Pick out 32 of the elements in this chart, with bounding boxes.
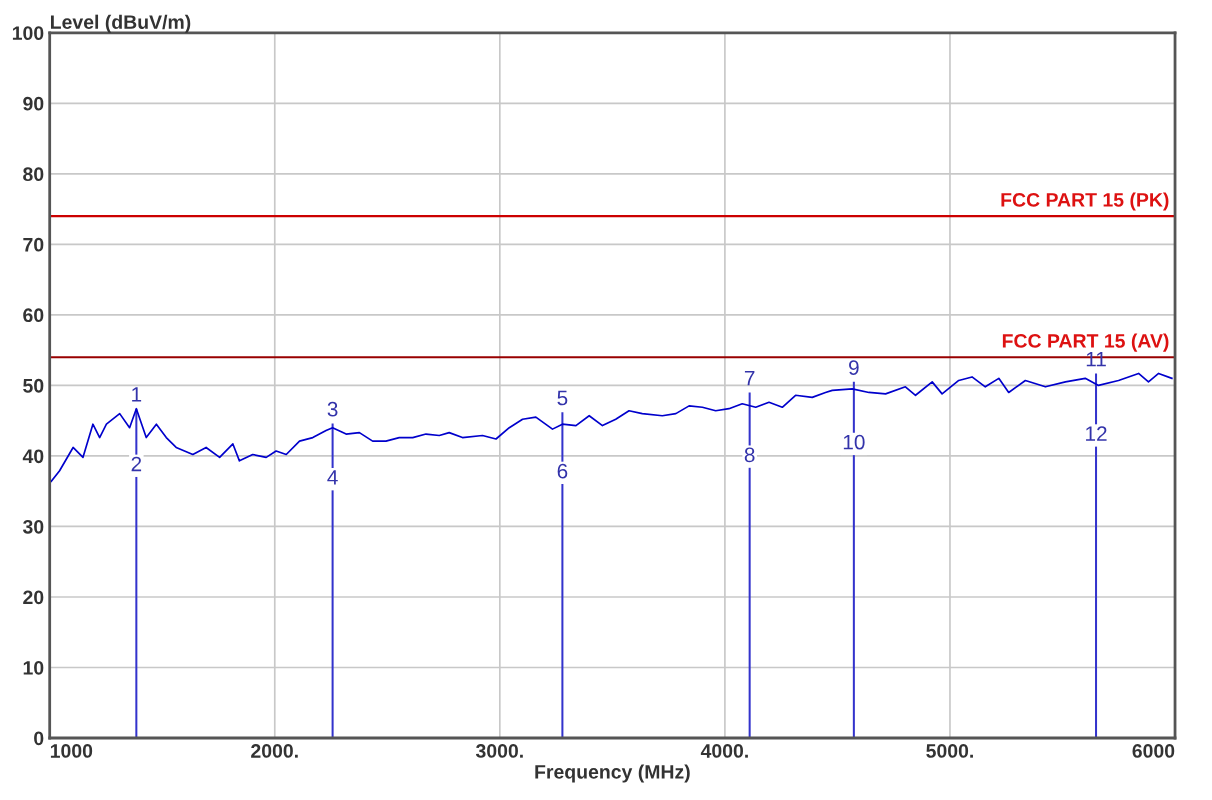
x-tick-label: 4000. xyxy=(700,744,748,758)
annotation: 5 xyxy=(557,390,568,406)
y-axis-title: Level (dBuV/m) xyxy=(50,14,191,33)
y-tick-label: 0 xyxy=(34,731,44,746)
x-axis-title: Frequency (MHz) xyxy=(535,764,690,783)
annotation: 9 xyxy=(849,360,859,375)
x-tick-label: 2000. xyxy=(251,744,298,758)
y-tick-label: 70 xyxy=(23,237,44,252)
annotation: 12 xyxy=(1086,426,1107,441)
ref-line-label: FCC PART 15 (PK) xyxy=(1001,192,1169,211)
y-tick-label: 40 xyxy=(22,449,44,464)
y-tick-label: 80 xyxy=(23,167,44,182)
annotation: 4 xyxy=(327,470,338,485)
x-tick-label: 5000. xyxy=(926,744,973,758)
y-tick-label: 30 xyxy=(22,519,44,534)
annotation: 10 xyxy=(843,434,865,450)
annotation: 2 xyxy=(131,456,142,472)
annotation: 7 xyxy=(744,371,755,386)
y-tick-label: 20 xyxy=(23,590,44,605)
y-tick-label: 10 xyxy=(23,660,44,675)
ref-line-label: FCC PART 15 (AV) xyxy=(1002,333,1169,352)
annotation: 1 xyxy=(132,387,142,402)
x-tick-label: 1000 xyxy=(50,744,93,758)
annotation: 6 xyxy=(557,463,568,479)
y-tick-label: 90 xyxy=(23,96,44,111)
annotation: 8 xyxy=(744,447,755,463)
x-tick-label: 6000 xyxy=(1132,744,1175,758)
y-tick-label: 60 xyxy=(23,308,44,323)
annotation: 3 xyxy=(327,401,338,417)
x-tick-label: 3000. xyxy=(475,744,523,758)
y-tick-label: 50 xyxy=(23,378,44,393)
y-tick-label: 100 xyxy=(12,26,44,41)
